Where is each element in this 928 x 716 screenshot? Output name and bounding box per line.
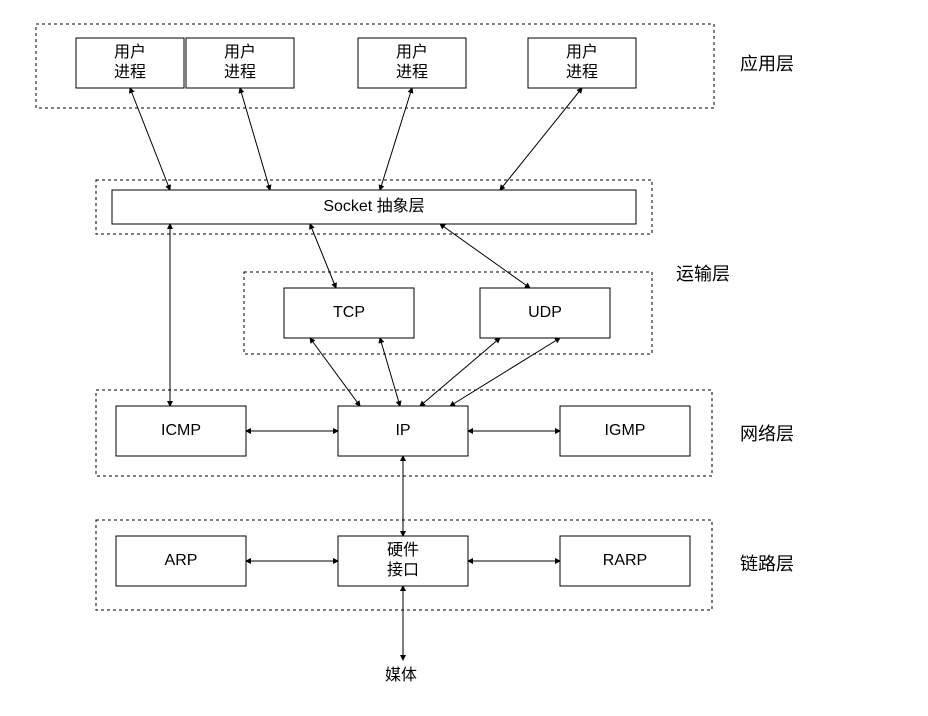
network-stack-diagram: 用户进程用户进程用户进程用户进程Socket 抽象层TCPUDPICMPIPIG… [0,0,928,716]
edge [380,338,400,406]
node-user2-label: 进程 [224,63,256,81]
node-icmp: ICMP [116,406,246,456]
node-tcp-label: TCP [333,304,365,321]
node-user4-label: 用户 [566,43,598,61]
node-user3: 用户进程 [358,38,466,88]
node-hw: 硬件接口 [338,536,468,586]
lbl-media: 媒体 [385,666,417,684]
edge [240,88,270,190]
node-arp: ARP [116,536,246,586]
edge [130,88,170,190]
node-user3-label: 进程 [396,63,428,81]
node-hw-label: 接口 [387,561,419,579]
node-arp-label: ARP [165,552,198,569]
node-socket: Socket 抽象层 [112,190,636,224]
node-rarp: RARP [560,536,690,586]
node-tcp: TCP [284,288,414,338]
node-igmp-label: IGMP [605,422,646,439]
edge [450,338,560,406]
edge [420,338,500,406]
node-user2-label: 用户 [224,43,256,61]
node-udp-label: UDP [528,304,562,321]
node-user4: 用户进程 [528,38,636,88]
node-user4-label: 进程 [566,63,598,81]
node-user1-label: 进程 [114,63,146,81]
edge [310,338,360,406]
lbl-network: 网络层 [740,424,794,444]
node-icmp-label: ICMP [161,422,201,439]
node-socket-label: Socket 抽象层 [323,197,424,215]
edge [500,88,582,190]
lbl-app: 应用层 [740,54,794,74]
node-hw-label: 硬件 [387,541,419,559]
node-user1: 用户进程 [76,38,184,88]
lbl-transport: 运输层 [676,264,730,284]
lbl-link: 链路层 [740,554,794,574]
node-ip-label: IP [395,422,410,439]
node-user3-label: 用户 [396,43,428,61]
node-user1-label: 用户 [114,43,146,61]
node-igmp: IGMP [560,406,690,456]
edge [380,88,412,190]
node-udp: UDP [480,288,610,338]
node-ip: IP [338,406,468,456]
node-rarp-label: RARP [603,552,647,569]
node-user2: 用户进程 [186,38,294,88]
